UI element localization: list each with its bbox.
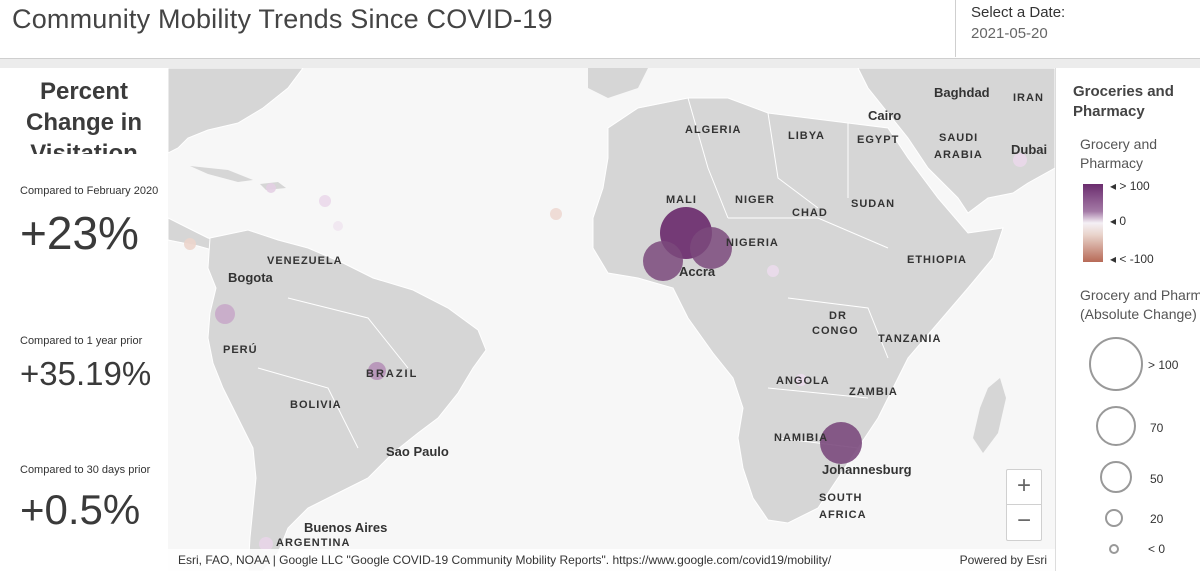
- stat-value-1yr: +35.19%: [20, 355, 152, 392]
- label-peru: PERÚ: [223, 343, 258, 356]
- circle-brazil: [368, 362, 386, 380]
- label-dubai: Dubai: [1011, 142, 1047, 157]
- label-nigeria: NIGERIA: [726, 237, 779, 249]
- basemap[interactable]: ALGERIA LIBYA EGYPT Cairo Baghdad IRAN S…: [168, 68, 1055, 571]
- size-circle-20: [1105, 509, 1123, 527]
- page-title: Community Mobility Trends Since COVID-19: [12, 4, 553, 34]
- date-label: Select a Date:: [971, 4, 1066, 21]
- label-tanzania: TANZANIA: [878, 333, 941, 345]
- zoom-in-button[interactable]: +: [1007, 470, 1041, 505]
- header: Community Mobility Trends Since COVID-19…: [0, 0, 1200, 59]
- land-africa: [592, 97, 1004, 524]
- zoom-control: + −: [1006, 469, 1042, 541]
- label-south: SOUTH: [819, 492, 863, 504]
- size-circle-50: [1100, 461, 1132, 493]
- label-angola: ANGOLA: [776, 375, 830, 387]
- color-stop-mid: ◂ 0: [1110, 214, 1127, 228]
- size-circle-lt0: [1109, 544, 1119, 554]
- label-iran: IRAN: [1013, 92, 1044, 104]
- size-circle-large: [1089, 337, 1143, 391]
- size-stop-1: > 100: [1148, 358, 1179, 372]
- stat-label-feb2020: Compared to February 2020: [20, 185, 159, 197]
- attribution-text: Esri, FAO, NOAA | Google LLC "Google COV…: [178, 553, 832, 567]
- label-chad: CHAD: [792, 207, 828, 219]
- stat-value-feb2020: +23%: [20, 207, 139, 259]
- label-dr: DR: [829, 310, 847, 322]
- legend-size-title: Grocery and Pharmacy (Absolute Change): [1080, 287, 1200, 322]
- label-ethiopia: ETHIOPIA: [907, 254, 967, 266]
- stat-label-1yr: Compared to 1 year prior: [20, 335, 143, 347]
- label-niger: NIGER: [735, 194, 775, 206]
- date-value[interactable]: 2021-05-20: [971, 25, 1048, 42]
- land-madagascar: [973, 378, 1006, 453]
- circle-accra: [643, 241, 683, 281]
- label-saudi: SAUDI: [939, 132, 978, 144]
- label-baghdad: Baghdad: [934, 85, 990, 100]
- zoom-out-button[interactable]: −: [1016, 507, 1031, 534]
- land-south-america: [207, 229, 487, 571]
- label-venezuela: VENEZUELA: [267, 255, 343, 267]
- label-congo: CONGO: [812, 325, 859, 337]
- stats-panel-title: Percent Change in Visitation: [25, 78, 142, 154]
- label-sudan: SUDAN: [851, 198, 895, 210]
- label-mali: MALI: [666, 194, 697, 206]
- label-johannesburg: Johannesburg: [822, 462, 912, 477]
- circle-caribbean-3: [266, 183, 276, 193]
- circle-caribbean-1: [319, 195, 331, 207]
- divider: [0, 59, 1200, 68]
- label-namibia: NAMIBIA: [774, 432, 828, 444]
- land-middle-east: [857, 68, 1055, 214]
- label-arabia: ARABIA: [934, 149, 983, 161]
- size-stop-4: 20: [1150, 512, 1164, 526]
- label-libya: LIBYA: [788, 130, 825, 142]
- powered-by-esri-link[interactable]: Powered by Esri: [959, 553, 1047, 567]
- label-bolivia: BOLIVIA: [290, 399, 342, 411]
- legend-panel: Groceries and Pharmacy Grocery and Pharm…: [1055, 68, 1200, 571]
- circle-johannesburg: [820, 422, 862, 464]
- map-view[interactable]: ALGERIA LIBYA EGYPT Cairo Baghdad IRAN S…: [168, 68, 1055, 571]
- label-africa: AFRICA: [819, 509, 867, 521]
- color-stop-low: ◂ < -100: [1110, 252, 1154, 266]
- color-ramp: [1083, 184, 1103, 262]
- circle-cabo-verde: [550, 208, 562, 220]
- stat-label-30days: Compared to 30 days prior: [20, 464, 151, 476]
- land-iberia: [588, 68, 648, 98]
- size-stop-3: 50: [1150, 472, 1164, 486]
- stat-value-30days: +0.5%: [20, 486, 141, 533]
- label-bogota: Bogota: [228, 270, 274, 285]
- legend-title: Groceries and Pharmacy: [1073, 83, 1174, 120]
- circle-dubai: [1013, 153, 1027, 167]
- label-brazil: BRAZIL: [366, 368, 418, 380]
- circle-nigeria: [690, 227, 732, 269]
- label-buenos-aires: Buenos Aires: [304, 520, 387, 535]
- label-argentina: ARGENTINA: [276, 537, 350, 549]
- land-cuba: [190, 166, 253, 182]
- date-selector[interactable]: Select a Date: 2021-05-20: [955, 0, 1200, 57]
- color-stop-high: ◂ > 100: [1110, 179, 1150, 193]
- circle-cameroon: [767, 265, 779, 277]
- label-accra: Accra: [679, 264, 716, 279]
- label-cairo: Cairo: [868, 108, 901, 123]
- size-circle-70: [1096, 406, 1136, 446]
- stats-panel: Percent Change in Visitation Compared to…: [0, 68, 168, 571]
- legend-color-title: Grocery and Pharmacy: [1080, 136, 1158, 171]
- size-stop-2: 70: [1150, 421, 1164, 435]
- land-north-america: [168, 68, 304, 154]
- circle-argentina: [259, 537, 273, 551]
- label-sao-paulo: Sao Paulo: [386, 444, 449, 459]
- label-egypt: EGYPT: [857, 134, 899, 146]
- map-attribution: Esri, FAO, NOAA | Google LLC "Google COV…: [168, 549, 1055, 571]
- circle-panama: [184, 238, 196, 250]
- size-stop-5: < 0: [1148, 542, 1166, 556]
- circle-peru: [215, 304, 235, 324]
- label-algeria: ALGERIA: [685, 124, 742, 136]
- label-zambia: ZAMBIA: [849, 386, 898, 398]
- circle-caribbean-2: [333, 221, 343, 231]
- circle-angola: [795, 374, 807, 386]
